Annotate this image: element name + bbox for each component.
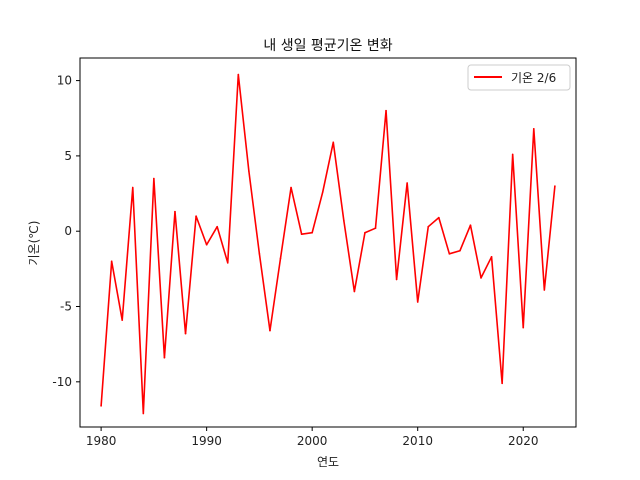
data-point [532,127,535,130]
data-point [226,262,229,264]
y-axis-label: 기온(℃) [27,221,41,266]
y-tick-label: 10 [57,74,72,88]
data-point [427,225,430,228]
data-point [153,177,155,180]
y-tick-label: 0 [64,224,72,238]
data-point [469,224,472,226]
data-point [216,225,218,228]
y-tick-label: -5 [60,300,72,314]
data-point [205,243,208,246]
data-point [269,329,271,332]
data-point [522,326,525,329]
data-point [142,412,145,415]
data-point [163,356,166,359]
x-tick-label: 1990 [191,434,222,448]
legend-label: 기온 2/6 [511,71,556,85]
data-point [258,252,261,255]
data-point [480,277,482,279]
data-point [374,227,377,229]
legend: 기온 2/6 [467,64,571,91]
data-point [290,186,292,189]
data-point [343,219,345,222]
x-tick-label: 1980 [86,434,117,448]
data-point [459,249,461,252]
legend-box [467,64,571,91]
data-point [554,185,556,187]
data-point [248,170,250,172]
data-point [332,141,335,144]
data-point [131,186,134,189]
data-point [174,210,176,213]
x-tick-label: 2010 [402,434,433,448]
x-axis-label: 연도 [317,455,339,469]
data-point [311,231,313,234]
data-point [416,301,419,303]
data-point [321,191,324,193]
data-point [100,405,102,407]
data-point [448,252,451,255]
axes-frame [79,57,577,428]
x-tick-label: 2020 [508,434,539,448]
plot-area [100,73,556,415]
data-point [395,278,398,281]
data-point [184,332,187,335]
data-point [511,153,514,156]
chart-title: 내 생일 평균기온 변화 [263,38,392,54]
data-point [353,290,356,293]
data-point [279,257,282,260]
x-tick-label: 2000 [297,434,328,448]
data-point [438,216,440,219]
data-point [121,319,124,321]
data-point [490,256,493,258]
data-point [406,182,408,184]
data-point [543,289,546,291]
data-point [110,260,113,263]
axis-ticks: 1980 1990 2000 2010 2020 -10 -5 0 5 10 [52,74,538,448]
y-tick-label: 5 [64,149,72,163]
data-point [300,233,303,236]
y-tick-label: -10 [52,375,72,389]
data-point [501,382,503,385]
data-point [237,73,240,76]
data-point [364,231,366,234]
data-point [195,215,197,217]
data-point [385,109,387,112]
series-line [100,73,556,415]
